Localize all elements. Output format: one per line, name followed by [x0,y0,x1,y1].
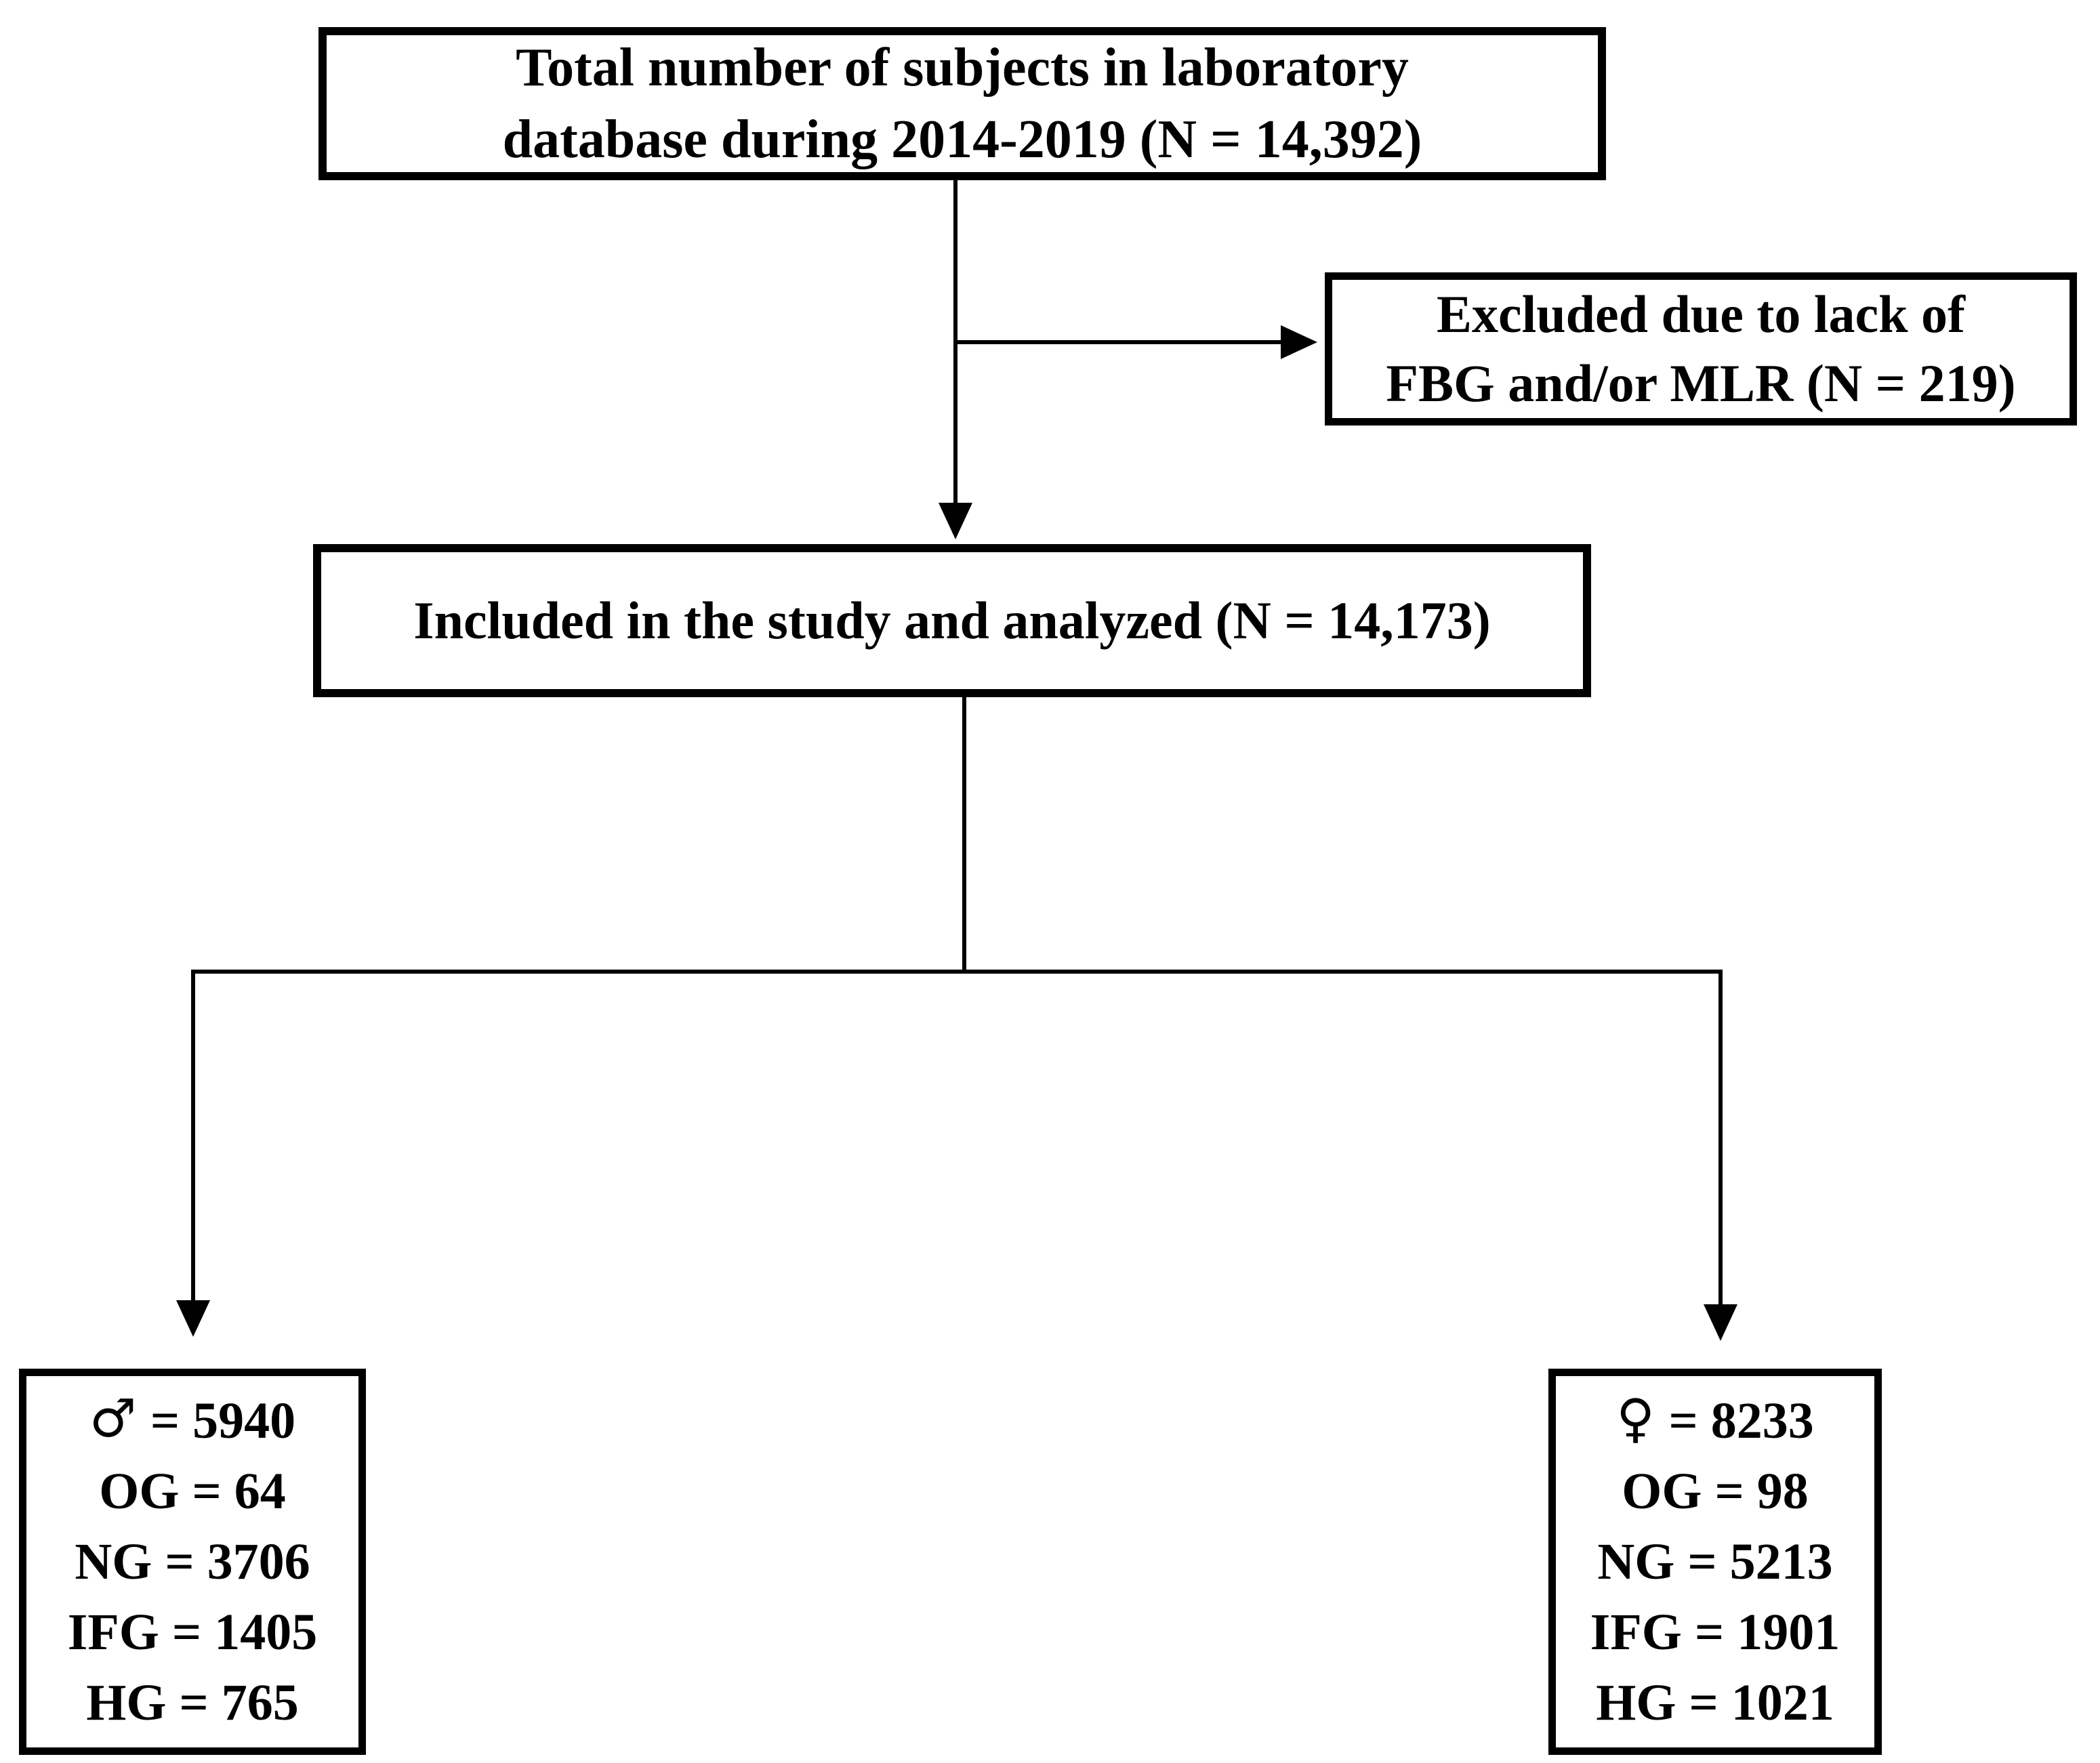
male-og-row: OG = 64 [99,1463,286,1520]
node-included-line1: Included in the study and analyzed (N = … [413,591,1491,650]
arrowhead-down-included [939,503,972,539]
arrowhead-right-excluded [1281,325,1317,359]
node-male-stats: ♂ = 5940 OG = 64 NG = 3706 IFG = 1405 HG… [19,1369,366,1755]
male-count-row: ♂ = 5940 [89,1386,295,1456]
female-count-row: ♀ = 8233 [1616,1386,1814,1456]
connector-split-horizontal [191,970,1722,974]
arrowhead-down-male [176,1300,210,1337]
male-count: = 5940 [150,1392,296,1449]
node-total-line2: database during 2014-2019 (N = 14,392) [502,110,1422,169]
female-ifg-row: IFG = 1901 [1590,1604,1840,1661]
node-excluded: Excluded due to lack of FBG and/or MLR (… [1325,272,2077,426]
male-symbol-icon: ♂ [89,1388,137,1450]
arrowhead-down-female [1704,1304,1737,1341]
male-hg-row: HG = 765 [86,1674,299,1731]
node-female-stats: ♀ = 8233 OG = 98 NG = 5213 IFG = 1901 HG… [1548,1369,1882,1755]
female-count: = 8233 [1668,1392,1814,1449]
node-total-subjects: Total number of subjects in laboratory d… [318,27,1606,180]
connector-to-excluded [955,340,1282,344]
female-ng-row: NG = 5213 [1597,1533,1833,1590]
node-included: Included in the study and analyzed (N = … [313,544,1591,697]
connector-drop-male [191,970,195,1302]
male-ng-row: NG = 3706 [75,1533,310,1590]
node-excluded-line1: Excluded due to lack of [1436,285,1966,344]
female-og-row: OG = 98 [1622,1463,1809,1520]
node-total-line1: Total number of subjects in laboratory [516,38,1409,98]
node-excluded-line2: FBG and/or MLR (N = 219) [1386,354,2016,413]
connector-drop-female [1718,970,1723,1306]
male-ifg-row: IFG = 1405 [67,1604,318,1661]
female-symbol-icon: ♀ [1616,1388,1655,1450]
connector-included-stem [962,697,966,971]
female-hg-row: HG = 1021 [1596,1674,1834,1731]
